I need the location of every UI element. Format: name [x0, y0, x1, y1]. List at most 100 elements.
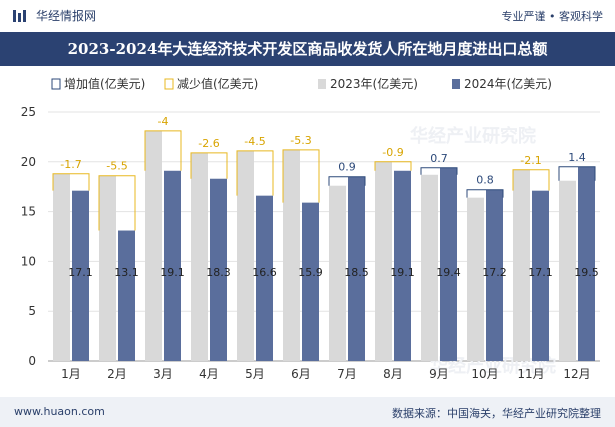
decrease-bracket	[144, 130, 182, 171]
bar-2023	[191, 152, 208, 361]
y-tick-label: 5	[28, 304, 36, 318]
diff-label: -2.1	[520, 154, 541, 167]
legend-label: 2024年(亿美元)	[464, 76, 552, 91]
legend: 增加值(亿美元) 减少值(亿美元) 2023年(亿美元) 2024年(亿美元)	[51, 76, 552, 91]
legend-swatch	[164, 78, 174, 90]
value-label-2024: 19.4	[436, 266, 461, 279]
bar-2024	[118, 230, 135, 361]
legend-swatch	[51, 78, 61, 90]
bar-2024	[486, 189, 503, 361]
value-label-2024: 18.5	[344, 266, 369, 279]
x-tick-label: 4月	[199, 367, 219, 381]
x-tick-label: 7月	[337, 367, 357, 381]
diff-label: 0.7	[430, 152, 448, 165]
increase-bracket	[466, 189, 504, 198]
data-source: 数据来源：中国海关，华经产业研究院整理	[392, 407, 601, 420]
diff-label: -0.9	[382, 146, 403, 159]
x-tick-label: 6月	[291, 367, 311, 381]
legend-label: 2023年(亿美元)	[330, 76, 418, 91]
decrease-bracket	[374, 161, 412, 171]
x-tick-label: 12月	[563, 367, 590, 381]
bar-2023	[375, 161, 392, 361]
title-bar: 2023-2024年大连经济技术开发区商品收发货人所在地月度进出口总额	[0, 32, 615, 66]
decrease-bracket	[52, 173, 90, 191]
x-tick-label: 11月	[517, 367, 544, 381]
value-label-2024: 15.9	[298, 266, 323, 279]
value-label-2024: 18.3	[206, 266, 231, 279]
decrease-bracket	[190, 152, 228, 179]
value-label-2024: 19.1	[160, 266, 185, 279]
x-tick-label: 1月	[61, 367, 81, 381]
value-label-2024: 17.2	[482, 266, 507, 279]
decrease-bracket	[98, 175, 136, 231]
x-tick-label: 9月	[429, 367, 449, 381]
bar-2023	[559, 180, 576, 361]
legend-swatch	[452, 79, 460, 89]
x-tick-label: 2月	[107, 367, 127, 381]
legend-swatch	[318, 79, 326, 89]
slogan: 专业严谨 • 客观科学	[501, 10, 603, 23]
diff-label: -1.7	[60, 158, 81, 171]
bar-2024	[532, 190, 549, 361]
y-tick-label: 15	[21, 205, 36, 219]
legend-label: 减少值(亿美元)	[177, 76, 258, 91]
y-tick-label: 25	[21, 105, 36, 119]
decrease-bracket	[282, 149, 320, 203]
labels: -1.7 17.1 -5.5 13.1 -4 19.1 -2.6 18.3 -4.5 16.6 -5…	[60, 115, 598, 279]
value-label-2024: 19.1	[390, 266, 415, 279]
y-tick-label: 0	[28, 354, 36, 368]
increase-bracket	[558, 166, 596, 181]
diff-label: 1.4	[568, 151, 586, 164]
value-label-2024: 16.6	[252, 266, 277, 279]
bottom-bar: www.huaon.com 数据来源：中国海关，华经产业研究院整理	[0, 397, 615, 427]
x-tick-label: 5月	[245, 367, 265, 381]
value-label-2024: 17.1	[68, 266, 93, 279]
bar-2024	[302, 202, 319, 361]
diff-label: -2.6	[198, 137, 219, 150]
bar-2023	[283, 149, 300, 361]
increase-bracket	[420, 167, 458, 175]
bar-2024	[348, 176, 365, 361]
bar-2023	[329, 185, 346, 361]
x-tick-label: 3月	[153, 367, 173, 381]
bar-2023	[421, 174, 438, 361]
diff-label: 0.8	[476, 174, 494, 187]
axis: 1月 2月 3月 4月 5月 6月 7月 8月 9月 10月 11月 12月	[61, 367, 590, 381]
bar-2024	[440, 167, 457, 361]
value-label-2024: 17.1	[528, 266, 553, 279]
bar-2024	[394, 170, 411, 361]
bar-2024	[164, 170, 181, 361]
bar-2023	[99, 175, 116, 361]
brand-name: 华经情报网	[36, 9, 97, 23]
bar-2023	[467, 197, 484, 361]
bar-2024	[210, 178, 227, 361]
bar-2023	[145, 130, 162, 361]
diff-label: -5.3	[290, 134, 311, 147]
diff-label: -4.5	[244, 135, 265, 148]
brand: 华经情报网	[12, 7, 96, 24]
grid: 0 5 10 15 20 25	[21, 105, 600, 368]
value-label-2024: 19.5	[574, 266, 599, 279]
site-url: www.huaon.com	[14, 405, 105, 418]
diff-label: -4	[158, 115, 169, 128]
bar-2024	[256, 195, 273, 361]
value-label-2024: 13.1	[114, 266, 139, 279]
y-tick-label: 10	[21, 254, 36, 268]
chart-title: 2023-2024年大连经济技术开发区商品收发货人所在地月度进出口总额	[67, 40, 548, 58]
decrease-bracket	[512, 169, 550, 191]
y-tick-label: 20	[21, 155, 36, 169]
bar-2023	[513, 169, 530, 361]
x-tick-label: 8月	[383, 367, 403, 381]
bar-2023	[237, 150, 254, 361]
decrease-bracket	[236, 150, 274, 196]
bar-2024	[72, 190, 89, 361]
diff-label: -5.5	[106, 160, 127, 173]
bars	[52, 130, 596, 361]
increase-bracket	[328, 176, 366, 186]
x-tick-label: 10月	[471, 367, 498, 381]
logo-icon	[13, 9, 26, 22]
top-bar: 华经情报网 专业严谨 • 客观科学	[0, 0, 615, 30]
bar-2023	[53, 173, 70, 361]
chart: 增加值(亿美元) 减少值(亿美元) 2023年(亿美元) 2024年(亿美元) 0 5 1…	[21, 76, 600, 381]
watermark: 华经产业研究院	[410, 125, 536, 147]
